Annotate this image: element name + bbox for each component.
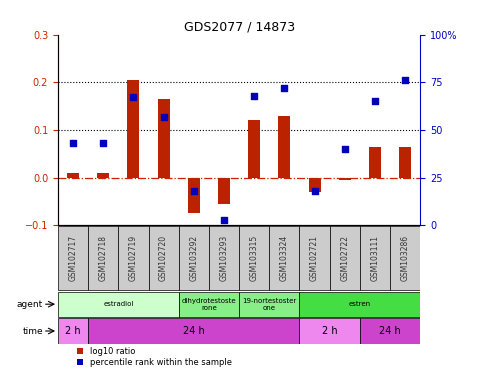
- FancyBboxPatch shape: [360, 318, 420, 344]
- FancyBboxPatch shape: [270, 226, 299, 290]
- Point: [250, 93, 258, 99]
- FancyBboxPatch shape: [390, 226, 420, 290]
- Point: [311, 188, 318, 194]
- Title: GDS2077 / 14873: GDS2077 / 14873: [184, 20, 295, 33]
- Text: GSM102718: GSM102718: [99, 235, 108, 281]
- Text: 24 h: 24 h: [183, 326, 205, 336]
- FancyBboxPatch shape: [179, 226, 209, 290]
- FancyBboxPatch shape: [209, 226, 239, 290]
- Text: GSM103286: GSM103286: [400, 235, 410, 281]
- Text: GSM103315: GSM103315: [250, 235, 259, 281]
- Text: GSM102722: GSM102722: [340, 235, 349, 281]
- Bar: [67, 173, 79, 177]
- Point: [401, 77, 409, 83]
- FancyBboxPatch shape: [239, 291, 299, 317]
- Text: 2 h: 2 h: [65, 326, 81, 336]
- Text: agent: agent: [16, 300, 43, 309]
- Bar: [188, 177, 200, 214]
- Bar: [339, 177, 351, 180]
- Point: [281, 85, 288, 91]
- FancyBboxPatch shape: [179, 291, 239, 317]
- Bar: [97, 173, 109, 177]
- Point: [160, 114, 168, 120]
- Bar: [218, 177, 230, 204]
- Point: [129, 94, 137, 101]
- FancyBboxPatch shape: [88, 318, 299, 344]
- FancyBboxPatch shape: [88, 226, 118, 290]
- FancyBboxPatch shape: [299, 291, 420, 317]
- Text: estren: estren: [349, 301, 371, 307]
- Legend: log10 ratio, percentile rank within the sample: log10 ratio, percentile rank within the …: [77, 347, 232, 367]
- Bar: [128, 80, 140, 177]
- FancyBboxPatch shape: [299, 318, 360, 344]
- Text: GSM103292: GSM103292: [189, 235, 199, 281]
- Point: [341, 146, 349, 152]
- Point: [190, 188, 198, 194]
- Text: GSM102717: GSM102717: [69, 235, 78, 281]
- Text: GSM103324: GSM103324: [280, 235, 289, 281]
- FancyBboxPatch shape: [58, 291, 179, 317]
- Bar: [309, 177, 321, 192]
- Text: time: time: [22, 326, 43, 336]
- Text: GSM103293: GSM103293: [219, 235, 228, 281]
- Point: [99, 140, 107, 146]
- Bar: [248, 120, 260, 177]
- FancyBboxPatch shape: [360, 226, 390, 290]
- FancyBboxPatch shape: [58, 226, 88, 290]
- Text: 19-nortestoster
one: 19-nortestoster one: [242, 298, 297, 311]
- Text: estradiol: estradiol: [103, 301, 133, 307]
- Point: [220, 217, 228, 223]
- Bar: [399, 147, 411, 177]
- Point: [371, 98, 379, 104]
- FancyBboxPatch shape: [239, 226, 270, 290]
- FancyBboxPatch shape: [299, 226, 330, 290]
- Bar: [369, 147, 381, 177]
- FancyBboxPatch shape: [330, 226, 360, 290]
- FancyBboxPatch shape: [149, 226, 179, 290]
- Text: GSM102721: GSM102721: [310, 235, 319, 281]
- Point: [69, 140, 77, 146]
- Text: 2 h: 2 h: [322, 326, 338, 336]
- Text: dihydrotestoste
rone: dihydrotestoste rone: [182, 298, 236, 311]
- Text: GSM102719: GSM102719: [129, 235, 138, 281]
- Text: GSM103111: GSM103111: [370, 235, 380, 281]
- FancyBboxPatch shape: [118, 226, 149, 290]
- Bar: [157, 99, 170, 177]
- Bar: [278, 116, 290, 177]
- Text: 24 h: 24 h: [379, 326, 401, 336]
- FancyBboxPatch shape: [58, 318, 88, 344]
- Text: GSM102720: GSM102720: [159, 235, 168, 281]
